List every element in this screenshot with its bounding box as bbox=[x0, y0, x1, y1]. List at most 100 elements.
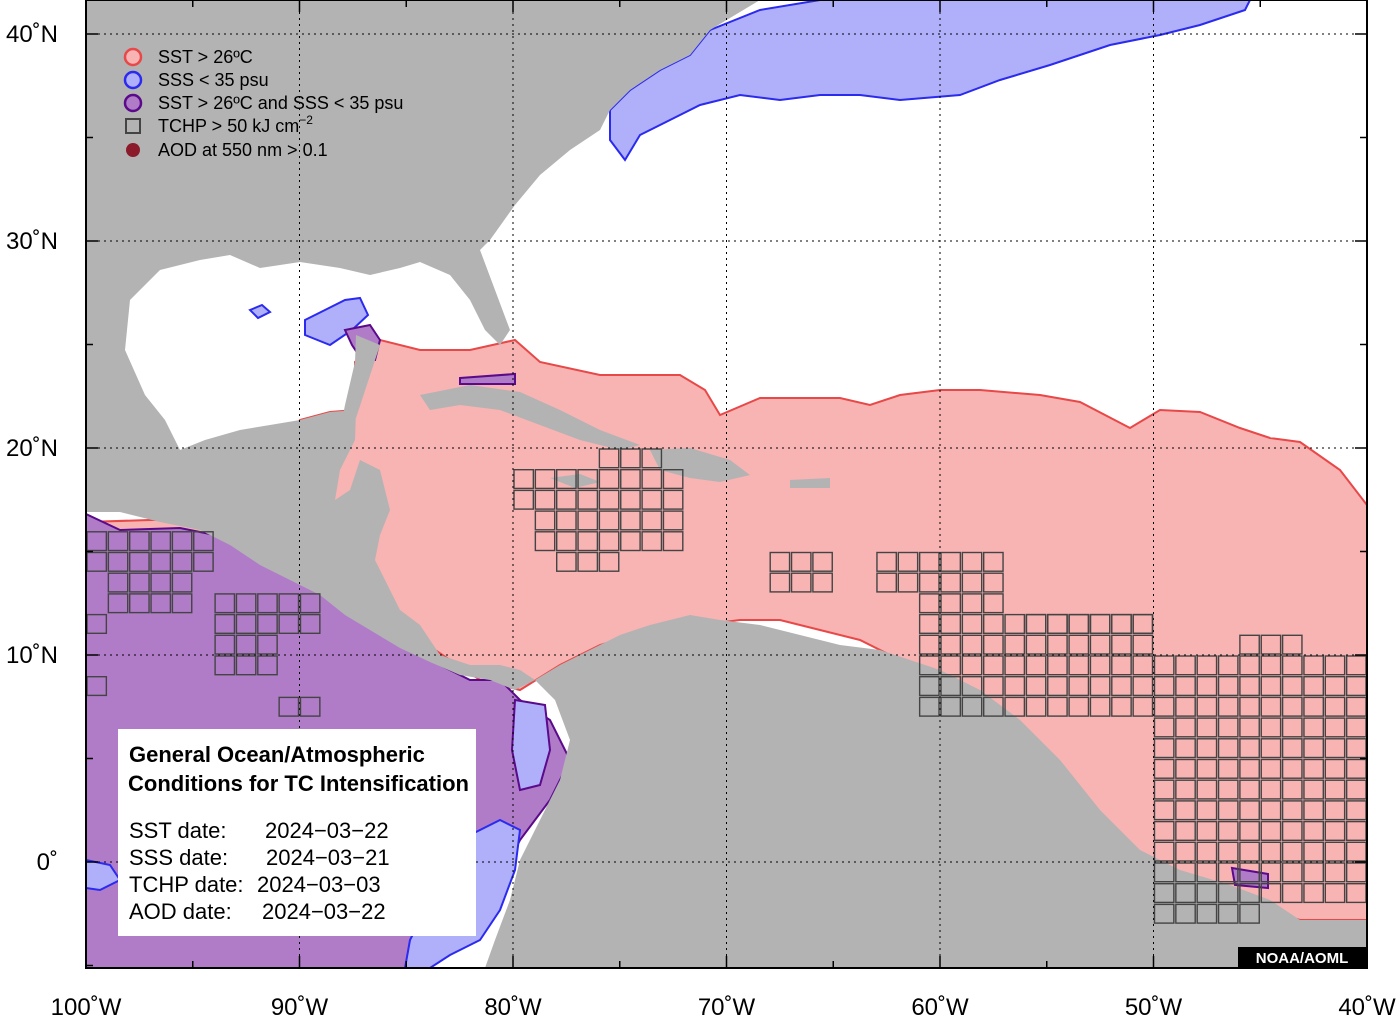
tchp-cell bbox=[128, 593, 150, 614]
tchp-cell bbox=[1047, 613, 1068, 634]
tchp-cell bbox=[1068, 613, 1090, 634]
tchp-cell bbox=[1239, 634, 1260, 655]
tchp-cell bbox=[1324, 738, 1346, 759]
tchp-cell bbox=[214, 655, 236, 676]
tchp-cell bbox=[1324, 820, 1346, 841]
tchp-cell bbox=[1196, 655, 1218, 676]
tchp-cell bbox=[1303, 883, 1324, 904]
legend-sst-swatch bbox=[123, 47, 143, 67]
tchp-cell bbox=[577, 551, 599, 572]
tchp-cell bbox=[1217, 903, 1239, 924]
tchp-cell bbox=[983, 634, 1004, 655]
tchp-cell bbox=[257, 634, 278, 655]
tchp-cell bbox=[620, 531, 641, 552]
tchp-cell bbox=[769, 572, 791, 593]
legend-tchp-swatch bbox=[125, 118, 141, 134]
legend: SST > 26ºC SSS < 35 psu SST > 26ºC and S… bbox=[123, 47, 403, 160]
tchp-cell bbox=[128, 572, 150, 593]
tchp-cell bbox=[1260, 676, 1282, 697]
tchp-cell bbox=[1239, 800, 1260, 821]
tchp-cell bbox=[1217, 862, 1239, 883]
tchp-cell bbox=[278, 613, 300, 634]
tchp-cell bbox=[940, 613, 962, 634]
tchp-cell bbox=[983, 551, 1004, 572]
tchp-cell bbox=[1239, 676, 1260, 697]
tchp-cell bbox=[1111, 655, 1132, 676]
tchp-cell bbox=[662, 489, 684, 510]
tchp-cell bbox=[918, 655, 940, 676]
tchp-cell bbox=[534, 469, 556, 490]
tchp-cell bbox=[1324, 883, 1346, 904]
tchp-cell bbox=[940, 593, 962, 614]
tchp-cell bbox=[107, 572, 129, 593]
tchp-cell bbox=[961, 696, 983, 717]
tchp-cell bbox=[1196, 800, 1218, 821]
tchp-cell bbox=[641, 510, 663, 531]
info-box-background bbox=[118, 729, 476, 936]
tchp-cell bbox=[1217, 841, 1239, 862]
tchp-cell bbox=[1196, 862, 1218, 883]
credit-background bbox=[1238, 947, 1367, 968]
tchp-cell bbox=[1260, 738, 1282, 759]
info-title-line2: Conditions for TC Intensification bbox=[128, 771, 469, 796]
tchp-cell bbox=[1153, 862, 1175, 883]
tchp-cell bbox=[1281, 800, 1303, 821]
tchp-cell bbox=[1217, 800, 1239, 821]
tchp-cell bbox=[1281, 634, 1303, 655]
tick-labels: 100˚W 90˚W 80˚W 70˚W 60˚W 50˚W 40˚W 40˚N 30˚N 20˚… bbox=[6, 21, 1396, 1019]
tchp-cell bbox=[1324, 841, 1346, 862]
tchp-cell bbox=[128, 531, 150, 552]
info-box: General Ocean/Atmospheric Conditions for… bbox=[118, 729, 476, 936]
tchp-cell bbox=[1025, 676, 1047, 697]
tchp-cell bbox=[1153, 883, 1175, 904]
tchp-cell bbox=[1196, 903, 1218, 924]
tchp-cell bbox=[940, 572, 962, 593]
tchp-cell bbox=[1153, 738, 1175, 759]
sss-date-value: 2024−03−21 bbox=[266, 845, 390, 870]
tchp-cell bbox=[961, 655, 983, 676]
tchp-cell bbox=[1324, 758, 1346, 779]
tchp-cell bbox=[1175, 717, 1196, 738]
tchp-cell bbox=[769, 551, 791, 572]
tchp-cell bbox=[1132, 613, 1154, 634]
tchp-cell bbox=[1089, 655, 1111, 676]
tchp-cell bbox=[556, 489, 577, 510]
tchp-cells bbox=[86, 448, 1367, 924]
legend-sss-swatch bbox=[123, 70, 143, 90]
tchp-cell bbox=[150, 593, 172, 614]
tchp-cell bbox=[1047, 634, 1068, 655]
tchp-cell bbox=[1196, 676, 1218, 697]
tchp-cell bbox=[193, 531, 214, 552]
aod-date-value: 2024−03−22 bbox=[262, 899, 386, 924]
tchp-cell bbox=[1281, 820, 1303, 841]
tchp-cell bbox=[641, 448, 663, 469]
tchp-cell bbox=[1068, 696, 1090, 717]
tchp-cell bbox=[876, 572, 898, 593]
tchp-cell bbox=[1175, 758, 1196, 779]
tchp-cell bbox=[193, 551, 214, 572]
tchp-cell bbox=[1111, 634, 1132, 655]
tchp-cell bbox=[790, 572, 812, 593]
tchp-cell bbox=[1303, 779, 1324, 800]
tchp-cell bbox=[534, 531, 556, 552]
tchp-cell bbox=[235, 613, 257, 634]
legend-tchp-label: TCHP > 50 kJ cm−2 bbox=[158, 113, 313, 136]
tchp-cell bbox=[1196, 820, 1218, 841]
tchp-cell bbox=[1239, 779, 1260, 800]
tchp-cell bbox=[214, 613, 236, 634]
tchp-cell bbox=[961, 634, 983, 655]
land-jamaica bbox=[550, 474, 600, 488]
credit-text: NOAA/AOML bbox=[1256, 950, 1349, 967]
aod-date-label: AOD date: bbox=[129, 899, 232, 924]
legend-sst-label: SST > 26ºC bbox=[158, 47, 253, 67]
tchp-cell bbox=[1196, 883, 1218, 904]
tchp-cell bbox=[961, 572, 983, 593]
tchp-cell bbox=[918, 634, 940, 655]
land-hispaniola bbox=[650, 448, 750, 482]
tchp-cell bbox=[214, 634, 236, 655]
tchp-cell bbox=[150, 572, 172, 593]
tchp-cell bbox=[107, 551, 129, 572]
tchp-cell bbox=[983, 655, 1004, 676]
tchp-cell bbox=[1239, 841, 1260, 862]
